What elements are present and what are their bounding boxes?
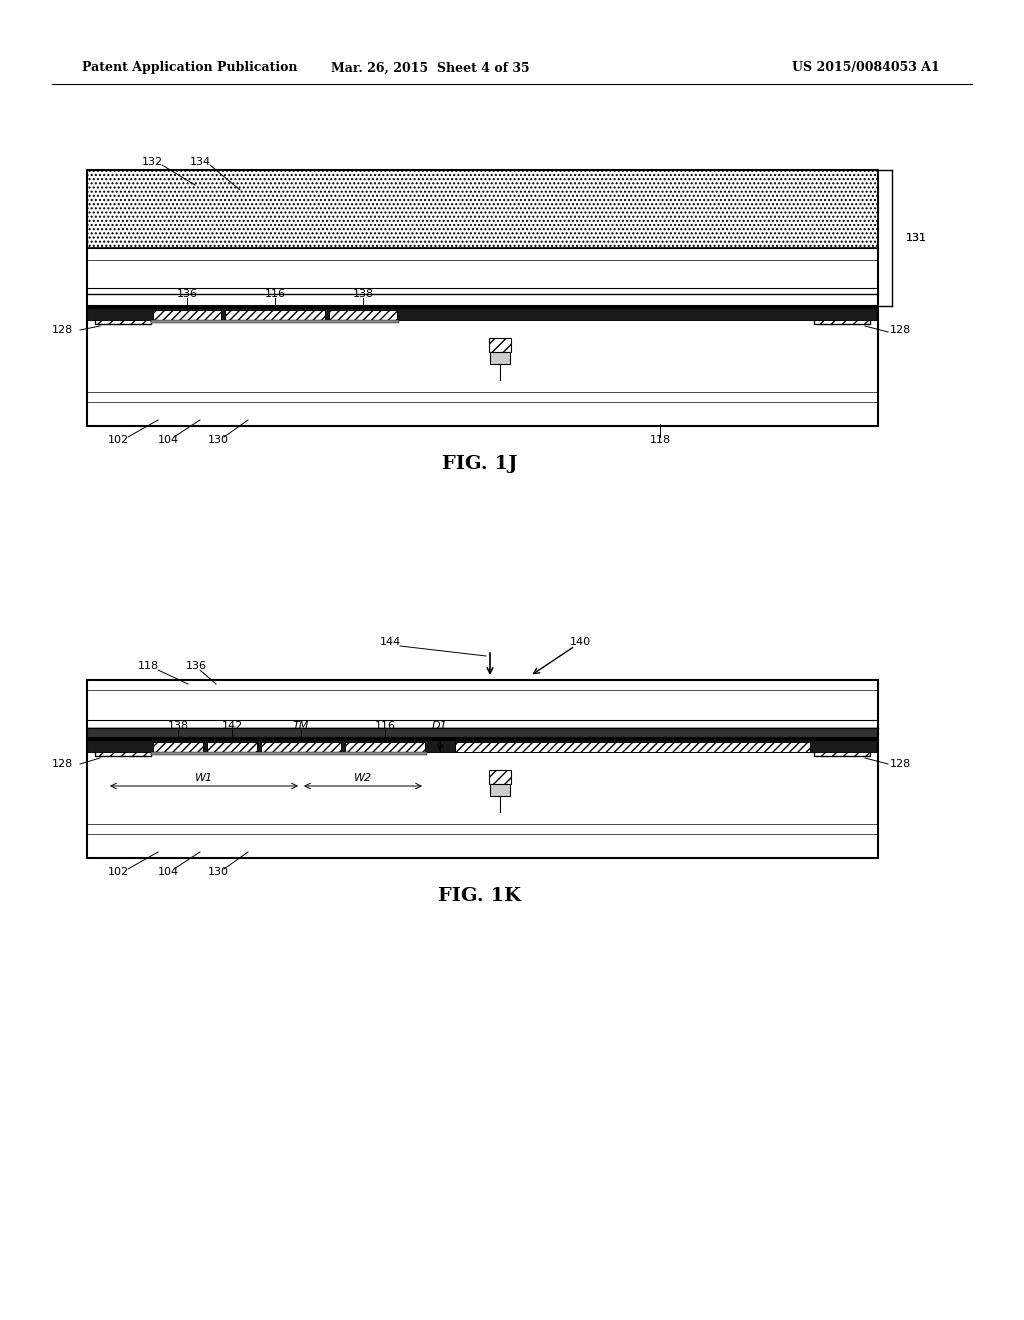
Text: 116: 116 (264, 289, 286, 300)
Text: 140: 140 (569, 638, 591, 647)
Text: 142: 142 (221, 721, 243, 731)
Bar (87, 308, 878, 426)
Bar (490, 352, 510, 364)
Bar (153, 742, 203, 752)
Bar (87, 170, 878, 248)
Bar (87, 680, 878, 690)
Bar (87, 680, 878, 738)
Text: 131: 131 (906, 234, 927, 243)
Bar (455, 742, 810, 752)
Text: 116: 116 (375, 721, 395, 731)
Bar (261, 742, 341, 752)
Bar (489, 338, 511, 352)
Bar (489, 770, 511, 784)
Text: TM: TM (293, 721, 309, 731)
Bar (329, 310, 397, 319)
Bar (87, 288, 878, 294)
Bar (814, 738, 870, 756)
Bar (87, 248, 878, 260)
Text: 131: 131 (906, 234, 927, 243)
Text: 130: 130 (208, 867, 228, 876)
Text: Mar. 26, 2015  Sheet 4 of 35: Mar. 26, 2015 Sheet 4 of 35 (331, 62, 529, 74)
Bar (87, 741, 878, 752)
Text: FIG. 1J: FIG. 1J (442, 455, 518, 473)
Text: 104: 104 (158, 867, 178, 876)
Text: 144: 144 (379, 638, 400, 647)
Text: 138: 138 (352, 289, 374, 300)
Text: 128: 128 (52, 325, 73, 335)
Bar (490, 784, 510, 796)
Text: Patent Application Publication: Patent Application Publication (82, 62, 298, 74)
Bar (87, 260, 878, 288)
Text: 118: 118 (137, 661, 159, 671)
Bar (87, 690, 878, 719)
Bar (87, 741, 878, 858)
Bar (87, 170, 878, 306)
Bar (95, 738, 151, 756)
Text: 128: 128 (890, 325, 911, 335)
Text: 102: 102 (108, 436, 129, 445)
Bar (87, 752, 878, 824)
Bar (87, 729, 878, 738)
Bar (151, 752, 427, 755)
Text: US 2015/0084053 A1: US 2015/0084053 A1 (793, 62, 940, 74)
Text: W1: W1 (195, 774, 213, 783)
Text: FIG. 1K: FIG. 1K (438, 887, 521, 906)
Bar (207, 742, 257, 752)
Bar (153, 310, 221, 319)
Bar (225, 310, 325, 319)
Text: 138: 138 (168, 721, 188, 731)
Bar (87, 308, 878, 319)
Bar (87, 824, 878, 834)
Text: 136: 136 (176, 289, 198, 300)
Text: 128: 128 (890, 759, 911, 770)
Text: 136: 136 (185, 661, 207, 671)
Text: W2: W2 (354, 774, 372, 783)
Bar (87, 403, 878, 426)
Text: D1: D1 (432, 721, 447, 731)
Text: 104: 104 (158, 436, 178, 445)
Bar (95, 306, 151, 323)
Bar (345, 742, 425, 752)
Bar (87, 834, 878, 858)
Bar (87, 392, 878, 403)
Bar (814, 306, 870, 323)
Text: 132: 132 (141, 157, 163, 168)
Bar (151, 319, 399, 323)
Text: 128: 128 (52, 759, 73, 770)
Text: 130: 130 (208, 436, 228, 445)
Text: 102: 102 (108, 867, 129, 876)
Bar (87, 719, 878, 729)
Bar (87, 319, 878, 392)
Text: 118: 118 (649, 436, 671, 445)
Text: 134: 134 (189, 157, 211, 168)
